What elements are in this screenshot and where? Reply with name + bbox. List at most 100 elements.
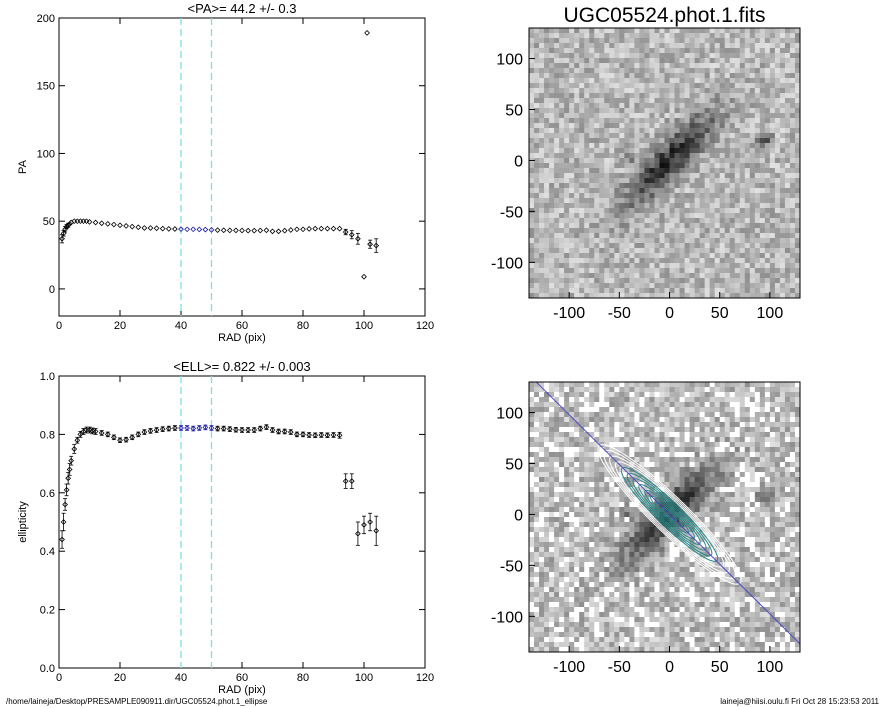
image-pixel	[654, 183, 660, 189]
image-pixel	[619, 263, 625, 269]
image-pixel	[774, 233, 781, 239]
image-pixel	[794, 422, 800, 428]
data-point	[239, 427, 245, 433]
image-pixel	[664, 73, 671, 79]
image-pixel	[569, 128, 575, 134]
image-pixel	[559, 472, 565, 478]
image-pixel	[794, 188, 800, 194]
image-pixel	[669, 73, 676, 79]
image-pixel	[554, 517, 560, 523]
image-pixel	[689, 163, 696, 169]
image-pixel	[634, 168, 640, 174]
image-pixel	[534, 33, 540, 39]
image-pixel	[544, 492, 550, 498]
image-pixel	[704, 113, 711, 119]
image-pixel	[734, 198, 741, 204]
image-pixel	[669, 497, 676, 503]
image-pixel	[554, 168, 560, 174]
image-pixel	[634, 387, 640, 393]
image-pixel	[599, 387, 605, 393]
image-pixel	[749, 427, 756, 433]
image-pixel	[634, 238, 640, 244]
image-pixel	[654, 133, 660, 139]
image-pixel	[694, 507, 701, 513]
image-pixel	[749, 163, 756, 169]
image-pixel	[744, 437, 751, 443]
x-tick-label: 80	[297, 672, 309, 684]
image-pixel	[794, 118, 800, 124]
image-pixel	[559, 198, 565, 204]
image-pixel	[559, 98, 565, 104]
image-pixel	[549, 522, 555, 528]
image-pixel	[719, 497, 726, 503]
image-pixel	[724, 233, 731, 239]
image-pixel	[749, 128, 756, 134]
image-pixel	[644, 168, 650, 174]
image-pixel	[604, 387, 610, 393]
image-pixel	[639, 288, 645, 294]
image-pixel	[664, 203, 671, 209]
image-pixel	[759, 487, 766, 493]
image-pixel	[689, 442, 696, 448]
image-pixel	[679, 93, 686, 99]
image-pixel	[749, 108, 756, 114]
image-pixel	[539, 467, 545, 473]
image-pixel	[774, 442, 781, 448]
image-pixel	[614, 472, 620, 478]
image-pixel	[584, 203, 590, 209]
image-pixel	[559, 68, 565, 74]
image-pixel	[589, 283, 595, 289]
image-pixel	[769, 213, 776, 219]
image-pixel	[769, 482, 776, 488]
image-pixel	[654, 218, 660, 224]
image-pixel	[574, 43, 580, 49]
image-pixel	[544, 173, 550, 179]
image-pixel	[734, 228, 741, 234]
image-pixel	[794, 512, 800, 518]
image-pixel	[609, 73, 615, 79]
image-pixel	[794, 88, 800, 94]
image-pixel	[789, 293, 796, 298]
image-pixel	[699, 133, 706, 139]
image-pixel	[614, 43, 620, 49]
image-pixel	[669, 168, 676, 174]
image-pixel	[709, 467, 716, 473]
image-pixel	[529, 113, 535, 119]
image-pixel	[544, 507, 550, 513]
image-pixel	[689, 243, 696, 249]
image-pixel	[589, 148, 595, 154]
image-pixel	[689, 263, 696, 269]
image-pixel	[699, 138, 706, 144]
image-pixel	[784, 38, 791, 44]
image-pixel	[794, 43, 800, 49]
image-pixel	[634, 462, 640, 468]
image-pixel	[644, 28, 650, 34]
image-pixel	[619, 258, 625, 264]
image-pixel	[774, 138, 781, 144]
image-pixel	[729, 462, 736, 468]
image-pixel	[734, 407, 741, 413]
image-pixel	[699, 73, 706, 79]
image-pixel	[614, 168, 620, 174]
image-pixel	[684, 93, 691, 99]
image-pixel	[569, 248, 575, 254]
image-pixel	[569, 527, 575, 533]
image-pixel	[589, 43, 595, 49]
image-pixel	[604, 93, 610, 99]
image-pixel	[564, 258, 570, 264]
image-pixel	[584, 148, 590, 154]
image-pixel	[669, 233, 676, 239]
image-pixel	[609, 407, 615, 413]
image-pixel	[734, 43, 741, 49]
image-pixel	[709, 48, 716, 54]
image-pixel	[694, 113, 701, 119]
image-pixel	[794, 477, 800, 483]
image-pixel	[529, 288, 535, 294]
image-pixel	[664, 178, 671, 184]
image-pixel	[599, 203, 605, 209]
image-pixel	[629, 412, 635, 418]
image-pixel	[794, 153, 800, 159]
image-pixel	[674, 163, 681, 169]
image-pixel	[729, 427, 736, 433]
image-pixel	[739, 422, 746, 428]
